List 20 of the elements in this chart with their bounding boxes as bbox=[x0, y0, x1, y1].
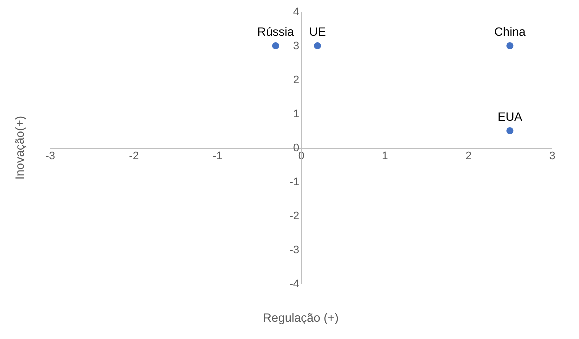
y-tick-label: 2 bbox=[293, 74, 300, 86]
y-tick-label: 1 bbox=[293, 108, 300, 120]
y-tick-label: -1 bbox=[290, 176, 300, 188]
annotation: Rússia bbox=[258, 25, 295, 39]
y-tick-label: -2 bbox=[290, 210, 300, 222]
annotation: EUA bbox=[498, 110, 523, 124]
x-tick-label: 3 bbox=[549, 150, 556, 162]
annotation: China bbox=[494, 25, 526, 39]
y-tick-label: 0 bbox=[293, 142, 300, 154]
y-tick-label: -4 bbox=[290, 278, 300, 290]
y-tick-label: 3 bbox=[293, 40, 300, 52]
y-tick-label: -3 bbox=[290, 244, 300, 256]
annotation: UE bbox=[309, 25, 326, 39]
y-tick-label: 4 bbox=[293, 6, 300, 18]
x-tick-label: 2 bbox=[466, 150, 472, 162]
x-tick-label: -3 bbox=[46, 150, 56, 162]
x-tick-label: -1 bbox=[212, 150, 223, 162]
y-axis-title: Inovação(+) bbox=[13, 116, 27, 180]
x-tick-label: 1 bbox=[382, 150, 388, 162]
x-tick-label: -2 bbox=[129, 150, 140, 162]
